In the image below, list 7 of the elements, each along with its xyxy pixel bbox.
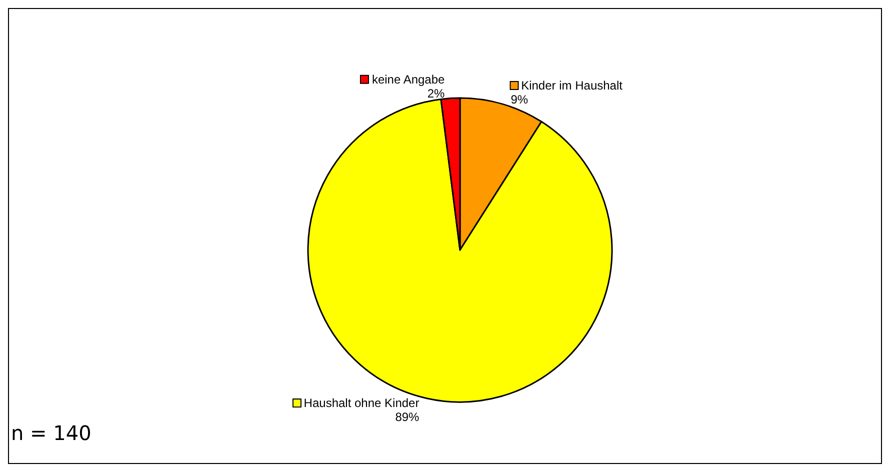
text: n = 140 — [11, 421, 92, 445]
data-label: 9% — [510, 92, 528, 107]
data-label: 89% — [395, 410, 420, 424]
legend-label: keine Angabe — [368, 72, 446, 86]
legend-label: Haushalt ohne Kinder — [300, 396, 420, 410]
legend-label: Kinder im Haushalt — [518, 78, 624, 93]
data-label: 2% — [427, 86, 446, 100]
